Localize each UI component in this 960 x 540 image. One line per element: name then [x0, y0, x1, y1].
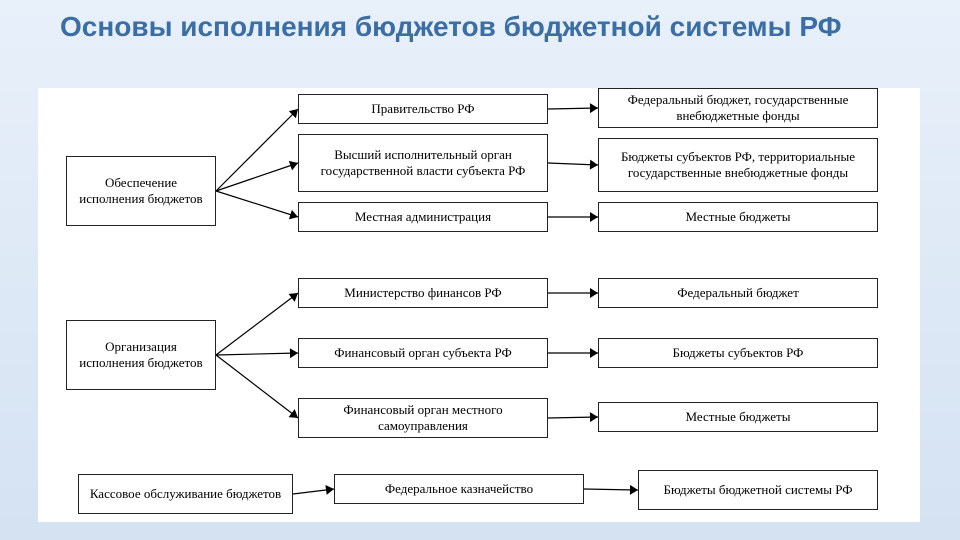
node-m5: Финансовый орган субъекта РФ: [298, 338, 548, 368]
node-l2: Организация исполнения бюджетов: [66, 320, 216, 390]
node-m1: Правительство РФ: [298, 94, 548, 124]
node-m4: Министерство финансов РФ: [298, 278, 548, 308]
node-m6: Финансовый орган местного самоуправления: [298, 398, 548, 438]
node-l3: Кассовое обслуживание бюджетов: [78, 474, 293, 514]
node-r4: Федеральный бюджет: [598, 278, 878, 308]
page-title: Основы исполнения бюджетов бюджетной сис…: [60, 12, 842, 43]
node-r2: Бюджеты субъектов РФ, территориальные го…: [598, 138, 878, 192]
node-m7: Федеральное казначейство: [334, 474, 584, 504]
node-r6: Местные бюджеты: [598, 402, 878, 432]
node-l1: Обеспечение исполнения бюджетов: [66, 156, 216, 226]
node-r7: Бюджеты бюджетной системы РФ: [638, 470, 878, 510]
node-r5: Бюджеты субъектов РФ: [598, 338, 878, 368]
diagram-canvas: Обеспечение исполнения бюджетов Организац…: [38, 88, 920, 522]
node-m3: Местная администрация: [298, 202, 548, 232]
node-m2: Высший исполнительный орган государствен…: [298, 134, 548, 192]
node-r1: Федеральный бюджет, государственные внеб…: [598, 88, 878, 128]
node-r3: Местные бюджеты: [598, 202, 878, 232]
